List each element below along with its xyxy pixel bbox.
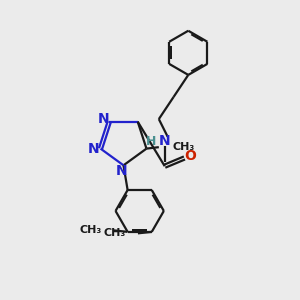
Text: CH₃: CH₃ <box>80 225 102 236</box>
Text: H: H <box>146 135 156 148</box>
Text: CH₃: CH₃ <box>172 142 194 152</box>
Text: N: N <box>98 112 110 126</box>
Text: N: N <box>159 134 170 148</box>
Text: N: N <box>88 142 100 156</box>
Text: N: N <box>116 164 128 178</box>
Text: CH₃: CH₃ <box>104 228 126 238</box>
Text: O: O <box>184 149 196 163</box>
